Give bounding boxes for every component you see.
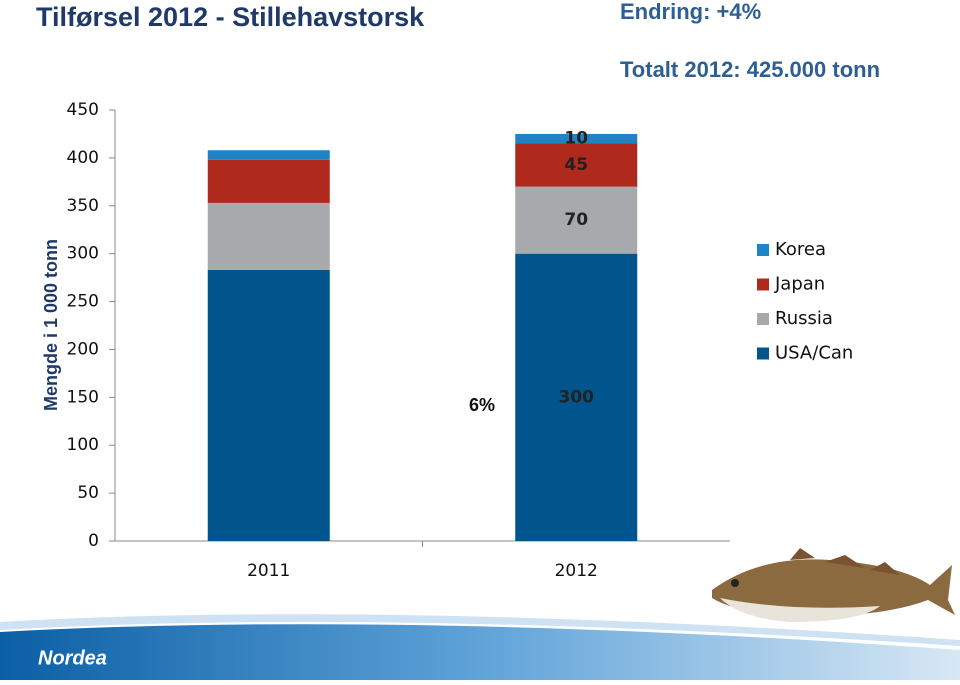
x-tick-label: 2012 xyxy=(555,561,598,581)
brand-logo: Nordea xyxy=(38,647,107,669)
data-label: 70 xyxy=(564,210,588,230)
bar-segment xyxy=(207,202,330,270)
legend-swatch xyxy=(757,347,769,360)
data-label: 45 xyxy=(564,155,588,175)
bar-segment xyxy=(515,133,638,144)
bar-segment xyxy=(207,269,330,541)
footer-swoosh xyxy=(0,624,960,680)
y-tick-label: 0 xyxy=(88,531,99,551)
y-tick-label: 150 xyxy=(67,387,99,407)
x-tick-label: 2011 xyxy=(247,561,290,581)
chart-title: Tilførsel 2012 - Stillehavstorsk xyxy=(36,2,425,32)
total-annotation: Totalt 2012: 425.000 tonn xyxy=(620,57,880,82)
footer-stripe xyxy=(0,614,960,646)
bar-segment xyxy=(515,186,638,254)
y-axis-label: Mengde i 1 000 tonn xyxy=(41,239,61,411)
legend-label: Russia xyxy=(775,308,833,329)
bar-segment xyxy=(207,150,330,160)
growth-annotation: 6% xyxy=(469,395,495,415)
y-tick-label: 100 xyxy=(67,435,99,455)
legend-label: Japan xyxy=(774,274,825,295)
subtitle: Endring: +4% xyxy=(620,0,761,24)
y-tick-label: 400 xyxy=(67,148,99,168)
legend-swatch xyxy=(757,278,769,291)
legend-swatch xyxy=(757,244,769,256)
bar-segment xyxy=(515,253,638,541)
y-tick-label: 200 xyxy=(67,339,99,359)
data-label: 300 xyxy=(559,387,595,407)
y-tick-label: 350 xyxy=(67,196,99,216)
legend-label: Korea xyxy=(775,239,826,260)
y-tick-label: 450 xyxy=(67,100,99,120)
y-tick-label: 300 xyxy=(67,244,99,264)
y-tick-label: 250 xyxy=(67,292,99,312)
data-label: 10 xyxy=(564,129,588,149)
bar-segment xyxy=(515,143,638,187)
y-tick-label: 50 xyxy=(77,483,99,503)
legend-label: USA/Can xyxy=(775,343,853,364)
legend-swatch xyxy=(757,313,769,325)
bar-segment xyxy=(207,159,330,203)
fish-illustration xyxy=(712,548,955,622)
